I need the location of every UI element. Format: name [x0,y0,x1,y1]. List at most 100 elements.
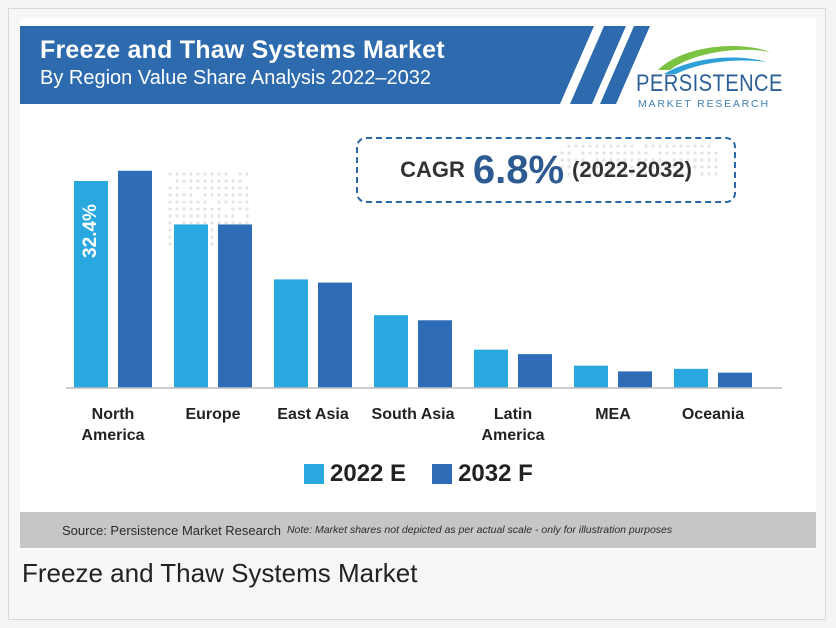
map-dot [203,193,207,197]
bar-2022-6 [674,368,708,388]
map-dot [623,158,627,162]
map-dot [245,200,249,204]
map-dot [581,151,585,155]
map-dot [224,186,228,190]
map-dot [238,193,242,197]
map-dot [672,144,676,148]
x-tick-label-6: Oceania [682,406,744,423]
infographic: Freeze and Thaw Systems Market By Region… [20,18,816,550]
data-label-0: 32.4% [80,204,101,258]
map-dot [693,151,697,155]
figure-caption: Freeze and Thaw Systems Market [22,558,418,588]
map-dot [210,207,214,211]
map-dot [224,214,228,218]
map-dot [651,172,655,176]
map-dot [217,200,221,204]
map-dot [203,172,207,176]
map-dot [182,200,186,204]
map-dot [245,221,249,225]
map-dot [210,228,214,232]
bar-2032-1 [218,224,252,388]
map-dot [679,158,683,162]
map-dot [196,214,200,218]
map-dot [210,186,214,190]
map-dot [245,207,249,211]
map-dot [616,151,620,155]
map-dot [679,172,683,176]
map-dot [196,186,200,190]
map-dot [588,144,592,148]
map-dot [189,193,193,197]
map-dot [658,172,662,176]
map-dot [168,200,172,204]
map-dot [658,165,662,169]
map-dot [182,172,186,176]
legend-label-2022: 2022 E [330,460,407,487]
map-dot [679,151,683,155]
map-dot [210,214,214,218]
map-dot [693,158,697,162]
map-dot [238,186,242,190]
map-dot [700,144,704,148]
map-dot [560,158,564,162]
map-dot [560,172,564,176]
cagr-period: (2022-2032) [572,157,692,182]
map-dot [644,144,648,148]
map-dot [567,158,571,162]
bar-2032-5 [618,371,652,388]
map-dot [217,179,221,183]
map-dot [224,221,228,225]
map-dot [602,151,606,155]
map-dot [168,228,172,232]
map-dot [560,165,564,169]
map-dot [588,165,592,169]
bar-2032-6 [718,372,752,388]
map-dot [238,207,242,211]
map-dot [224,172,228,176]
map-dot [217,186,221,190]
map-dot [707,158,711,162]
map-dot [651,144,655,148]
map-dot [700,172,704,176]
map-dot [693,144,697,148]
bar-2022-3 [374,315,408,388]
bar-2022-5 [574,365,608,388]
map-dot [623,172,627,176]
map-dot [189,172,193,176]
map-dot [686,172,690,176]
map-dot [693,165,697,169]
map-dot [658,158,662,162]
map-dot [686,158,690,162]
map-dot [665,172,669,176]
map-dot [609,165,613,169]
map-dot [182,221,186,225]
map-dot [686,151,690,155]
title-banner: Freeze and Thaw Systems Market By Region… [20,18,660,116]
map-dot [189,200,193,204]
x-tick-label-3: South Asia [372,406,455,423]
map-dot [168,214,172,218]
map-dot [644,151,648,155]
map-dot [189,221,193,225]
map-dot [189,207,193,211]
chart-legend: 2022 E 2032 F [304,460,559,488]
map-dot [217,207,221,211]
map-dot [707,165,711,169]
map-dot [196,221,200,225]
logo-tagline: MARKET RESEARCH [638,98,770,110]
cagr-value: 6.8% [472,147,565,192]
map-dot [245,193,249,197]
map-dot [203,221,207,225]
map-dot [707,172,711,176]
map-dot [714,165,718,169]
map-dot [231,193,235,197]
map-dot [595,158,599,162]
bar-2022-4 [474,349,508,388]
scale-note: Note: Market shares not depicted as per … [286,524,673,536]
legend-item-2022: 2022 E [304,460,406,488]
source-text: Source: Persistence Market Research [62,522,281,538]
map-dot [609,144,613,148]
map-dot [182,207,186,211]
map-dot [224,193,228,197]
x-tick-label-5: MEA [595,406,631,423]
